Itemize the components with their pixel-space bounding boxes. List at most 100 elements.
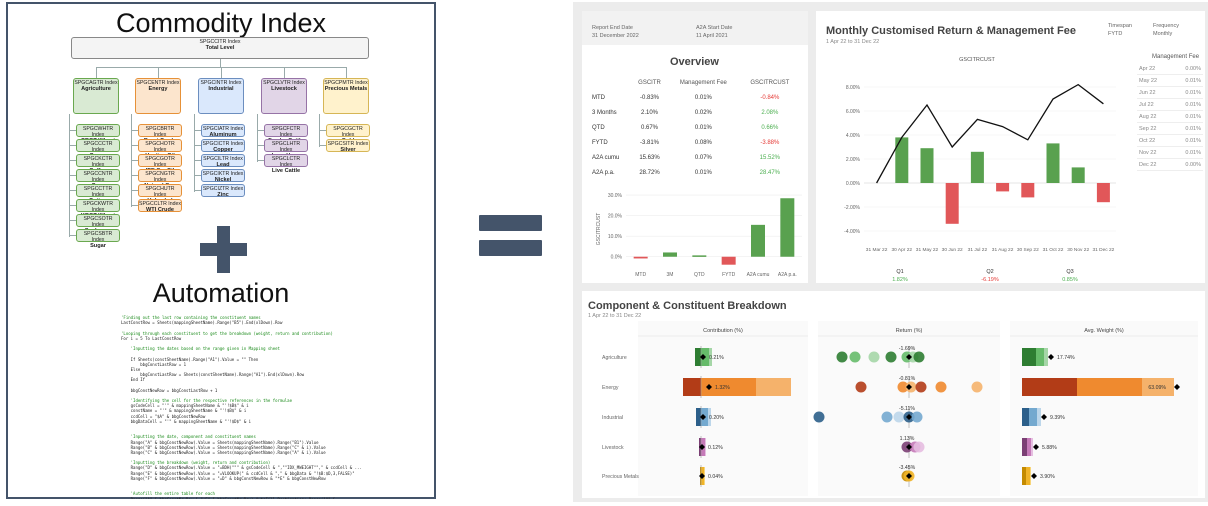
return-dot — [836, 351, 848, 363]
bar — [751, 224, 765, 257]
total-marker — [1031, 473, 1037, 479]
mgmt-fee-table: Apr 22 0.00% May 22 0.01% Jun 22 0.01% Jul 22 0… — [1137, 63, 1203, 171]
tree-group-energy: SPGCENTR Index Energy — [135, 78, 181, 114]
y-tick: 0.00% — [846, 181, 861, 187]
bar — [1096, 183, 1110, 203]
overview-card: Report End Date 31 December 2022 A2A Sta… — [582, 11, 808, 283]
start-date-label: A2A Start Date — [696, 25, 733, 31]
fee-value: 0.01% — [1171, 110, 1203, 123]
automation-heading: Automation — [152, 278, 290, 308]
index-code: SPGCSITR Index — [327, 141, 369, 147]
x-tick: MTD — [635, 272, 646, 278]
total-marker — [906, 444, 912, 450]
panel-header: Return (%) — [896, 328, 923, 334]
mgmt-fee-row: Jul 22 0.01% — [1137, 98, 1203, 111]
fee-month: Jun 22 — [1137, 86, 1172, 99]
code-line: 'Inputting the date, component and const… — [121, 434, 256, 440]
fee-month: Oct 22 — [1137, 134, 1172, 147]
frequency-value[interactable]: Monthly — [1153, 31, 1173, 37]
row-value: -0.84% — [760, 94, 780, 101]
tree-connector — [319, 145, 327, 146]
y-tick: 30.0% — [608, 193, 623, 199]
y-tick: 8.00% — [846, 85, 861, 91]
vba-code: 'Finding out the last row containing the… — [121, 315, 439, 499]
tree-group-industrial: SPGCINTR Index Industrial — [198, 78, 244, 114]
x-tick: A2A p.a. — [778, 272, 797, 278]
tree-leaf: SPGCHOTR IndexHeating Oil — [138, 139, 182, 159]
row-value: 28.72% — [639, 169, 660, 176]
return-value: -1.69% — [899, 346, 916, 352]
code-line: For i = 5 To LastConstRow — [121, 335, 182, 341]
tree-connector — [221, 67, 222, 78]
tree-connector — [69, 175, 77, 176]
weight-value: 9.39% — [1050, 415, 1065, 421]
mgmt-fee-row: Oct 22 0.01% — [1137, 134, 1203, 147]
index-code: SPGCCTTR Index — [83, 186, 113, 199]
tree-connector — [319, 130, 327, 131]
contribution-value: 0.12% — [708, 445, 723, 451]
quarter-value: -6.19% — [981, 277, 999, 283]
code-line: Else — [121, 366, 141, 372]
contribution-value: 0.04% — [708, 474, 723, 480]
tree-group-agriculture: SPGCAGTR Index Agriculture — [73, 78, 119, 114]
index-code: SPGCNGTR Index — [145, 171, 175, 184]
tree-root: SPGCCITR Index Total Level — [71, 37, 369, 59]
row-value: -3.88% — [760, 139, 780, 146]
code-line: 'Looping through each constituent to get… — [121, 330, 333, 336]
tree-connector — [194, 160, 202, 161]
row-label: QTD — [592, 124, 605, 131]
series-label: GSCITRCUST — [959, 57, 995, 63]
index-name: Sugar — [90, 243, 106, 250]
row-value: 28.47% — [759, 169, 781, 176]
index-name: Livestock — [271, 86, 297, 93]
x-tick: 3M — [667, 272, 674, 278]
bar — [692, 255, 707, 257]
frequency-label: Frequency — [1153, 23, 1179, 29]
monthly-card: Monthly Customised Return & Management F… — [816, 11, 1205, 283]
component-label: Precious Metals — [602, 474, 639, 480]
index-code: SPGCSOTR Index — [83, 216, 113, 229]
breakdown-title: Component & Constituent Breakdown — [588, 300, 787, 312]
weight-segment — [1036, 348, 1044, 366]
return-dot — [915, 381, 927, 393]
row-value: 0.67% — [641, 124, 659, 131]
tree-leaf: SPGCKCTR IndexCoffee — [76, 154, 120, 174]
tree-connector — [346, 67, 347, 78]
return-dot — [971, 381, 983, 393]
index-code: SPGCHOTR Index — [145, 141, 175, 154]
weight-value: 17.74% — [1057, 355, 1075, 361]
x-tick: A2A cumu — [747, 272, 770, 278]
bar — [721, 256, 736, 265]
mgmt-fee-row: Nov 22 0.01% — [1137, 146, 1203, 159]
row-label: MTD — [592, 94, 605, 101]
timespan-value[interactable]: FYTD — [1108, 31, 1123, 37]
tree-leaf: SPGCSOTR IndexSoybeans — [76, 214, 120, 234]
panel-header: Avg. Weight (%) — [1084, 328, 1124, 334]
tree-leaf: SPGCLCTR Index Live Cattle — [264, 154, 308, 174]
row-value: -3.81% — [640, 139, 660, 146]
tree-connector — [284, 67, 285, 78]
bar — [970, 151, 984, 183]
start-date-value: 11 April 2021 — [696, 33, 728, 39]
weight-segment — [1022, 378, 1077, 396]
tree-connector — [194, 130, 202, 131]
code-line: Range("A" & bbgConstNewRow & ":F" & bbgC… — [121, 497, 439, 499]
total-marker — [700, 414, 706, 420]
bar — [920, 148, 934, 183]
code-line: bbgConstNewRow = bbgConstLastRow + 1 — [121, 387, 218, 393]
quarter-label: Q2 — [986, 269, 993, 275]
row-value: 0.66% — [761, 124, 779, 131]
overview-row: A2A cumu 15.63% 0.07% 15.52% — [592, 150, 800, 165]
tree-connector — [131, 160, 139, 161]
code-line: gsCodeCell = "'" & mappingSheetName & "'… — [121, 403, 249, 409]
mgmt-fee-row: Aug 22 0.01% — [1137, 110, 1203, 123]
return-dot — [893, 411, 905, 423]
index-name: Total Level — [205, 45, 235, 52]
timespan-label: Timespan — [1108, 23, 1132, 29]
code-line: If Sheets(constSheetName).Range("A1").Va… — [121, 356, 259, 362]
index-name: Agriculture — [81, 86, 111, 93]
index-code: SPGCCCTR Index — [83, 141, 113, 154]
tree-leaf: SPGCIZTR Index Zinc — [201, 184, 245, 198]
total-marker — [906, 473, 912, 479]
fee-value: 0.01% — [1171, 98, 1203, 111]
